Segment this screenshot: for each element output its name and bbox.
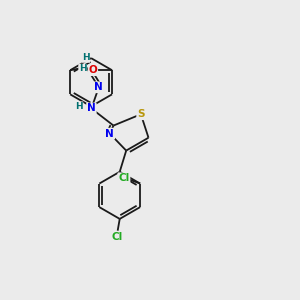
Text: N: N [87,103,96,113]
Text: S: S [137,109,145,119]
Text: N: N [106,129,114,139]
Text: H: H [79,64,86,73]
Text: N: N [94,82,103,92]
Text: Cl: Cl [118,173,130,183]
Text: H: H [75,102,83,111]
Text: Cl: Cl [111,232,122,242]
Text: O: O [88,65,97,75]
Text: H: H [82,53,90,62]
